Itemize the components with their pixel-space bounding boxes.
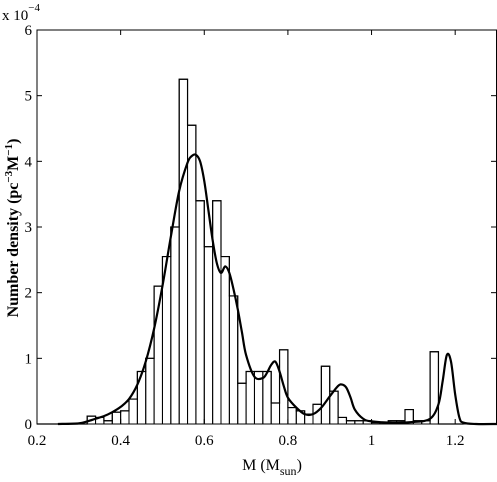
y-tick-label: 1 (25, 351, 33, 367)
histogram-bar (262, 370, 272, 425)
histogram-bar (279, 349, 289, 425)
x-tick-label: 0.6 (195, 433, 214, 449)
histogram-bar (220, 256, 230, 425)
histogram-bar (111, 411, 122, 425)
histogram-bar (195, 200, 205, 425)
y-axis-multiplier: x 10−4 (2, 2, 40, 24)
histogram-bar (345, 420, 356, 425)
histogram-bar (170, 226, 180, 425)
plot-frame (36, 29, 497, 425)
y-tick-label: 3 (25, 220, 33, 236)
histogram-bar (320, 365, 331, 425)
histogram-bar (212, 200, 222, 425)
histogram-bar (120, 410, 130, 425)
histogram-bar (354, 420, 364, 425)
y-axis: 0 1 2 3 4 5 6 (25, 23, 496, 433)
histogram-bar (270, 402, 281, 425)
x-tick-label: 1 (368, 433, 376, 449)
histogram-bar (429, 351, 439, 425)
x-axis-label: M (Msun) (242, 457, 302, 478)
y-tick-label: 5 (25, 89, 33, 105)
y-tick-label: 6 (25, 23, 33, 39)
y-tick-label: 2 (25, 286, 33, 302)
histogram-bar (178, 78, 189, 425)
histogram-bar (287, 407, 297, 425)
kde-curve-line (57, 153, 497, 426)
histogram-bar (203, 246, 214, 425)
x-tick-label: 0.2 (28, 433, 47, 449)
y-tick-label: 4 (25, 154, 33, 170)
histogram-bar (228, 295, 239, 425)
histogram-bar (237, 382, 247, 425)
x-tick-label: 1.2 (446, 433, 465, 449)
x-tick-label: 0.8 (279, 433, 298, 449)
y-tick-label: 0 (25, 417, 33, 433)
x-tick-label: 0.4 (111, 433, 130, 449)
histogram-outline (37, 78, 464, 425)
histogram-bar (187, 124, 197, 425)
y-axis-label: Number density (pc−3M−1) (3, 139, 22, 318)
x-axis: 0.2 0.4 0.6 0.8 1 1.2 (28, 30, 465, 449)
histogram-bar (145, 357, 155, 425)
histogram-bar (245, 370, 255, 425)
histogram (37, 78, 464, 425)
histogram-bar (337, 416, 347, 425)
histogram-bar (404, 409, 414, 425)
histogram-bar (103, 420, 113, 425)
histogram-bar (128, 398, 138, 425)
